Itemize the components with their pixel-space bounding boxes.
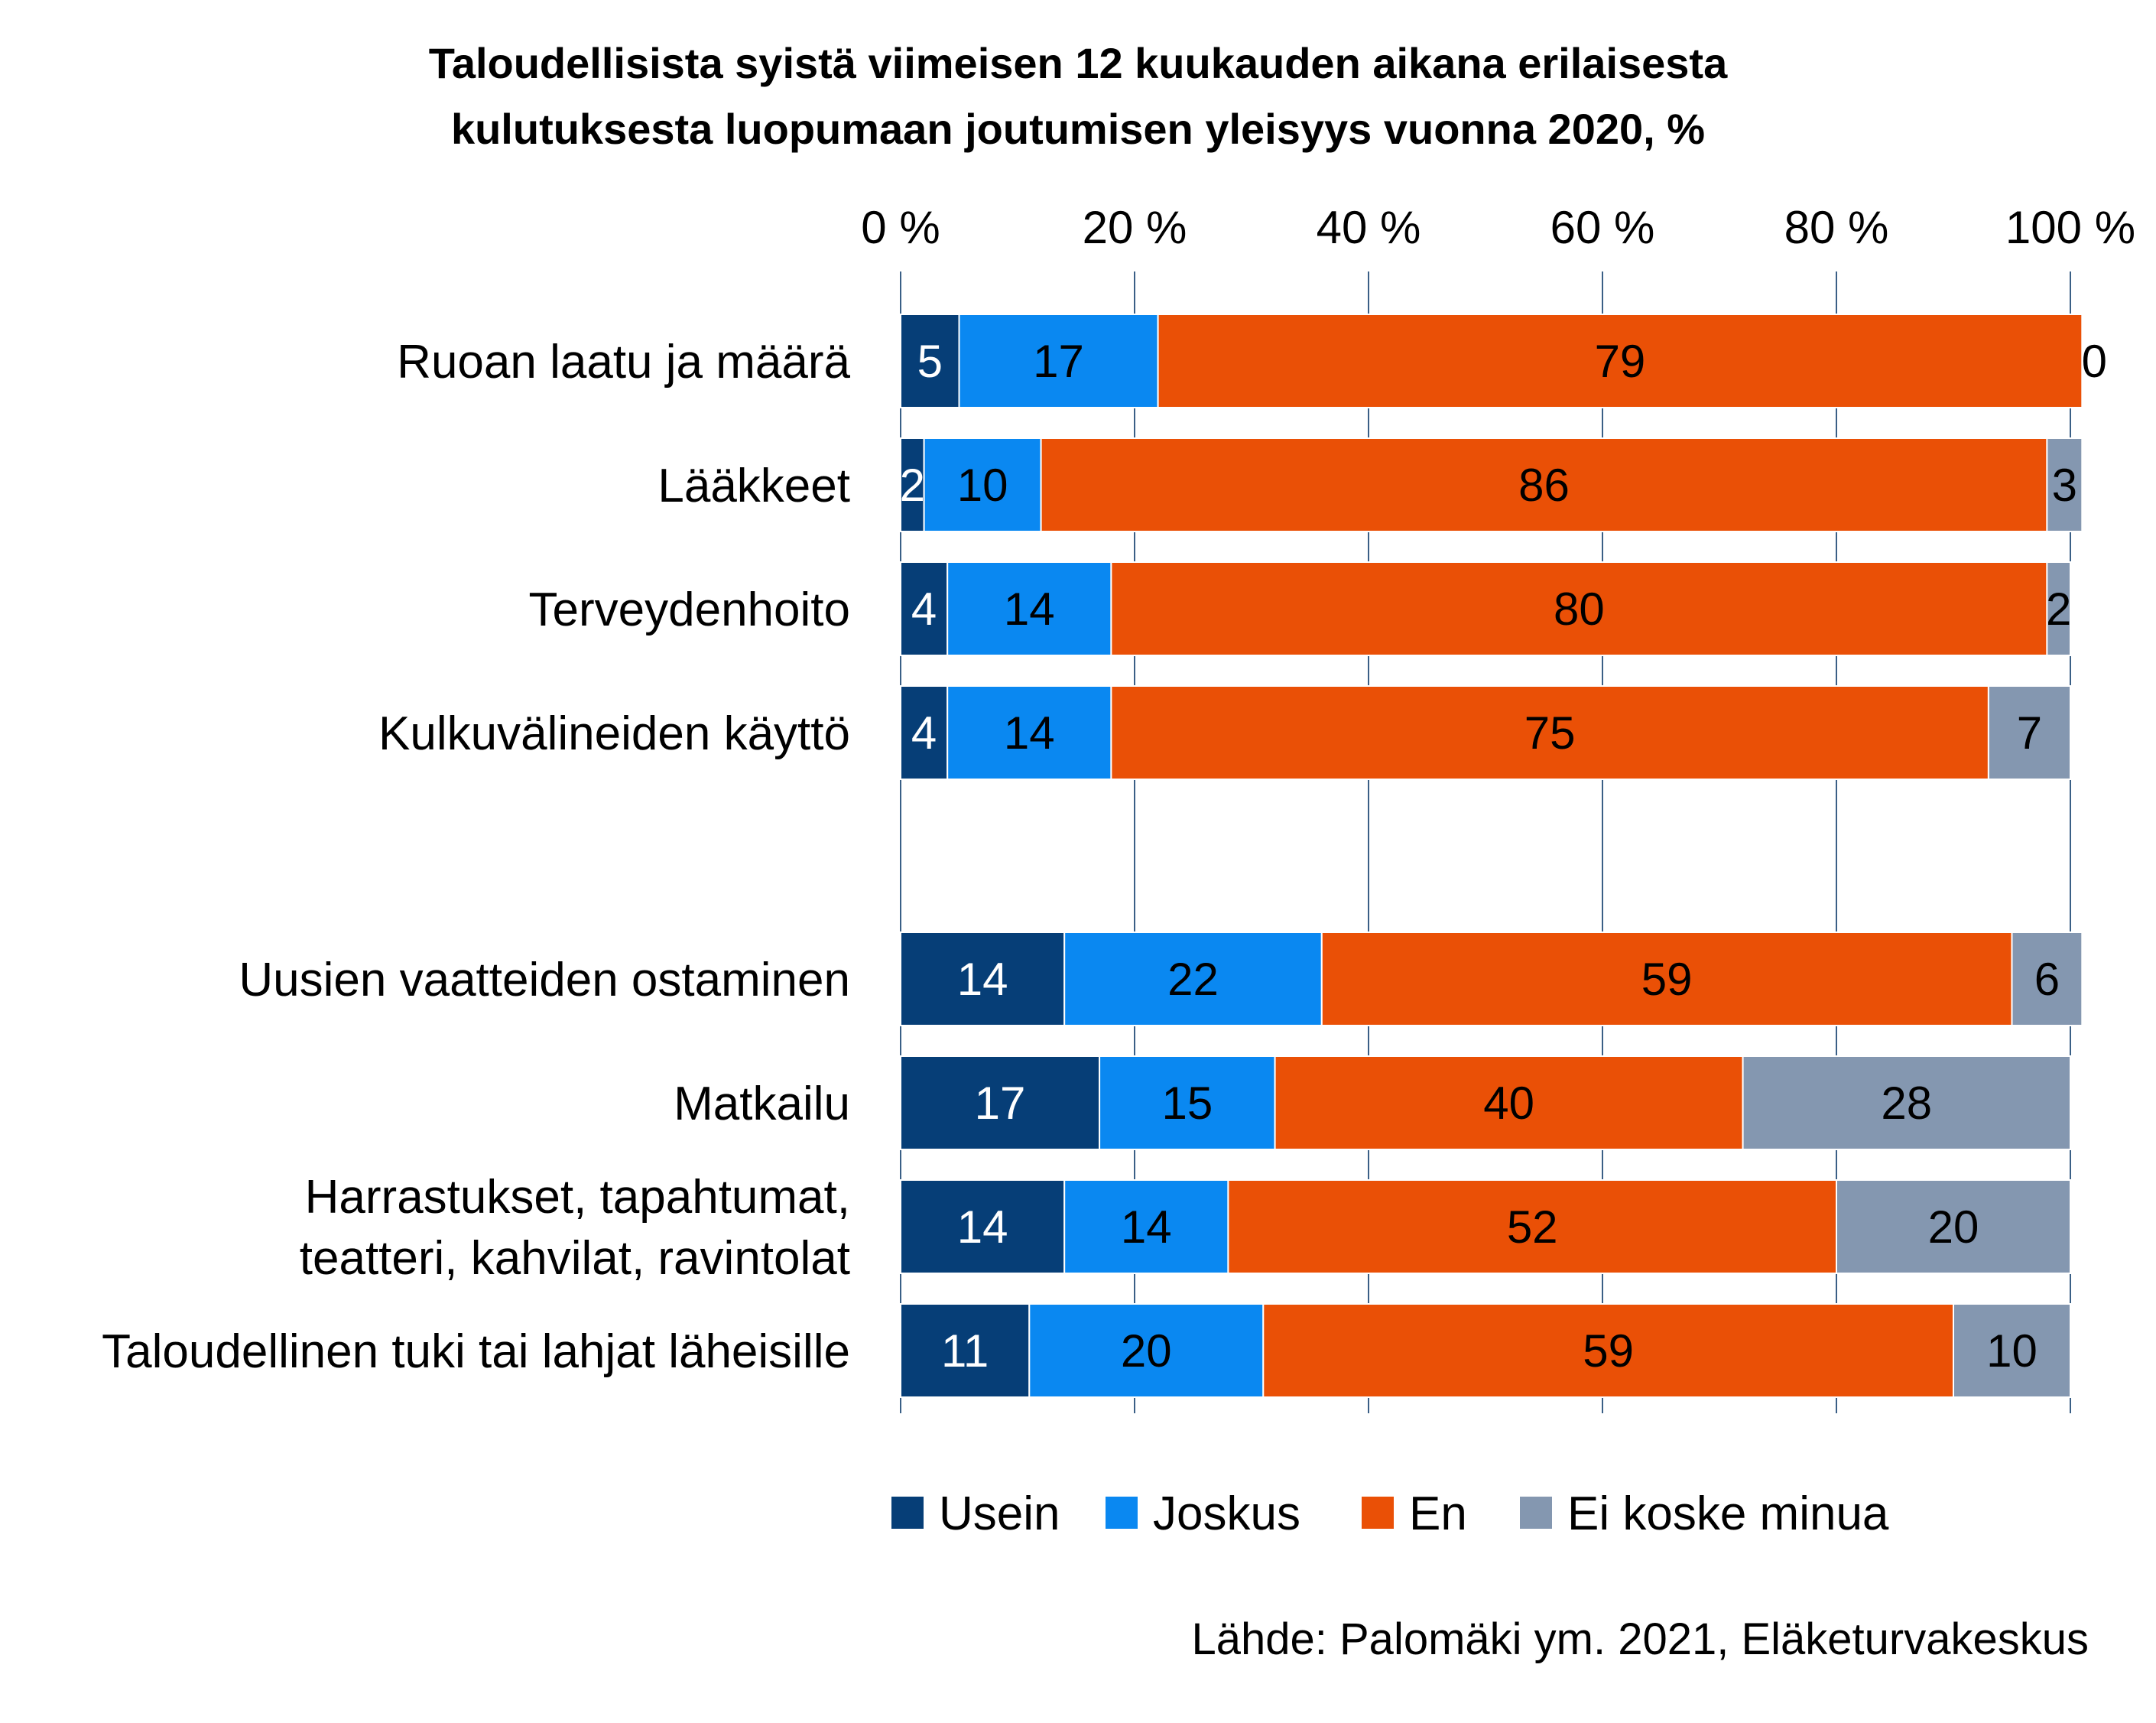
data-label: 7	[2017, 707, 2042, 759]
legend-swatch	[891, 1497, 924, 1529]
bar-segment-en	[1274, 1055, 1744, 1150]
source-note: Lähde: Palomäki ym. 2021, Eläketurvakesk…	[1191, 1614, 2089, 1664]
category-label: Uusien vaatteiden ostaminen	[239, 954, 850, 1006]
data-label: 14	[957, 954, 1008, 1005]
bar-segment-en	[1110, 561, 2048, 656]
bar-segment-ei-koske-minua	[1953, 1303, 2071, 1398]
data-label: 4	[911, 707, 937, 759]
data-label: 2	[900, 460, 925, 511]
data-label: 6	[2034, 954, 2060, 1005]
legend-swatch	[1106, 1497, 1138, 1529]
bar-segment-en	[1262, 1303, 1955, 1398]
data-label: 28	[1881, 1078, 1932, 1129]
bar-segment-ei-koske-minua	[1987, 685, 2071, 780]
bar-segment-ei-koske-minua	[2046, 561, 2071, 656]
bar-segment-usein	[900, 437, 925, 532]
bar-segment-ei-koske-minua	[1742, 1055, 2072, 1150]
chart-title: Taloudellisista syistä viimeisen 12 kuuk…	[0, 31, 2156, 162]
data-label: 40	[1483, 1078, 1534, 1129]
x-tick-label: 20 %	[1083, 202, 1187, 253]
x-tick-label: 0 %	[861, 202, 940, 253]
bar-segment-usein	[900, 314, 960, 408]
data-label: 2	[2046, 584, 2071, 635]
bar-segment-en	[1110, 685, 1989, 780]
data-label: 75	[1524, 707, 1576, 759]
category-label: Kulkuvälineiden käyttö	[378, 707, 850, 760]
category-label: Matkailu	[674, 1078, 850, 1130]
data-label: 14	[1004, 584, 1055, 635]
data-label: 52	[1507, 1201, 1558, 1253]
bar-segment-en	[1227, 1179, 1837, 1274]
data-label: 0	[2082, 336, 2107, 387]
category-labels: Ruoan laatu ja määrä Lääkkeet Terveydenhoi…	[102, 336, 850, 1378]
category-label: Taloudellinen tuki tai lahjat läheisille	[102, 1325, 850, 1378]
bar-segment-en	[1320, 931, 2013, 1026]
bar-segment-joskus	[1028, 1303, 1265, 1398]
bar-segment-ei-koske-minua	[2011, 931, 2083, 1026]
bar-segment-ei-koske-minua	[2046, 437, 2083, 532]
x-tick-label: 60 %	[1550, 202, 1655, 253]
category-label: Ruoan laatu ja määrä	[397, 336, 850, 388]
legend-label: En	[1409, 1487, 1467, 1540]
chart-title-line-1: Taloudellisista syistä viimeisen 12 kuuk…	[428, 39, 1728, 87]
data-label: 20	[1928, 1201, 1979, 1253]
bar-segment-joskus	[1099, 1055, 1276, 1150]
bar-segment-usein	[900, 1055, 1101, 1150]
legend-label: Usein	[939, 1487, 1060, 1540]
x-tick-label: 40 %	[1317, 202, 1421, 253]
bar-segment-joskus	[946, 561, 1112, 656]
x-axis-ticks: 0 % 20 % 40 % 60 % 80 % 100 %	[861, 202, 2135, 253]
data-label: 86	[1518, 460, 1570, 511]
data-label: 11	[941, 1325, 989, 1377]
data-label: 4	[911, 584, 937, 635]
data-label: 10	[1986, 1325, 2037, 1377]
chart-title-line-2: kulutuksesta luopumaan joutumisen yleisy…	[450, 105, 1706, 153]
data-label: 20	[1121, 1325, 1172, 1377]
bar-segment-en	[1157, 314, 2083, 408]
bar-segment-joskus	[946, 685, 1112, 780]
data-label: 5	[917, 336, 943, 387]
bars: 5 17 79 0 2 10 86 3 4 14 80 2 4 14 75 7 14 22 59 6 17 15 40 28 1…	[900, 314, 2107, 1398]
data-label: 80	[1554, 584, 1605, 635]
data-label: 59	[1641, 954, 1693, 1005]
x-tick-label: 100 %	[2005, 202, 2135, 253]
legend-swatch	[1520, 1497, 1552, 1529]
bar-segment-joskus	[923, 437, 1042, 532]
data-label: 14	[1121, 1201, 1172, 1253]
category-label: Terveydenhoito	[529, 584, 851, 636]
data-label: 14	[1004, 707, 1055, 759]
data-label: 14	[957, 1201, 1008, 1253]
data-label: 17	[975, 1078, 1026, 1129]
data-label: 15	[1161, 1078, 1213, 1129]
legend-swatch	[1362, 1497, 1394, 1529]
bar-segment-usein	[900, 931, 1066, 1026]
data-label: 17	[1033, 336, 1084, 387]
legend-label: Joskus	[1153, 1487, 1300, 1540]
bar-segment-en	[1040, 437, 2048, 532]
legend-label: Ei koske minua	[1567, 1487, 1889, 1540]
category-label: Lääkkeet	[658, 460, 850, 512]
legend: Usein Joskus En Ei koske minua	[891, 1487, 1889, 1540]
data-label: 3	[2052, 460, 2077, 511]
bar-segment-usein	[900, 1179, 1066, 1274]
category-label: Harrastukset, tapahtumat,	[305, 1171, 850, 1224]
data-label: 59	[1583, 1325, 1634, 1377]
data-label: 22	[1167, 954, 1219, 1005]
bar-segment-joskus	[958, 314, 1159, 408]
bar-segment-joskus	[1063, 931, 1323, 1026]
x-tick-label: 80 %	[1784, 202, 1889, 253]
data-label: 79	[1595, 336, 1646, 387]
category-label: teatteri, kahvilat, ravintolat	[300, 1232, 850, 1285]
bar-segment-ei-koske-minua	[1836, 1179, 2071, 1274]
data-label: 10	[957, 460, 1008, 511]
